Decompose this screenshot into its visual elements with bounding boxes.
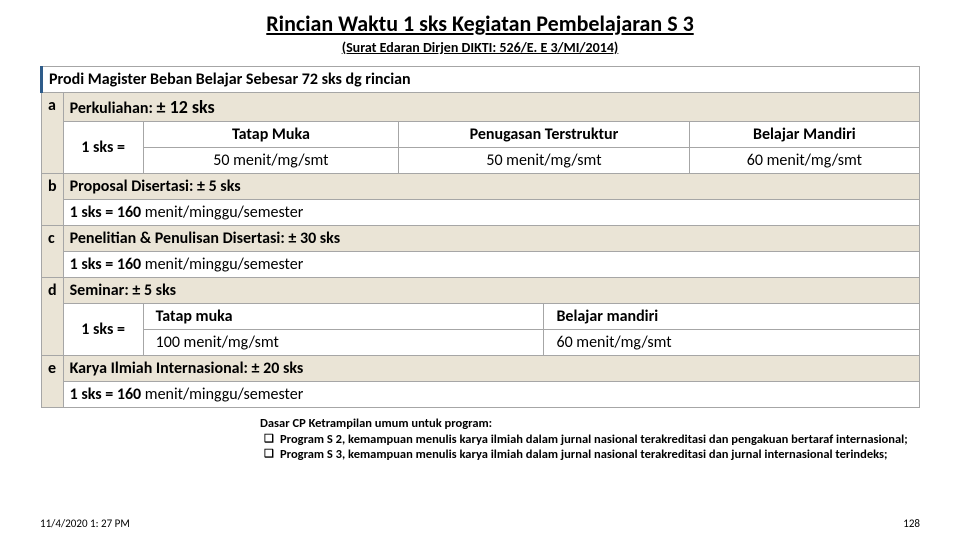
page-title: Rincian Waktu 1 sks Kegiatan Pembelajara… — [40, 10, 920, 37]
footer-note: Dasar CP Ketrampilan umum untuk program:… — [260, 416, 920, 463]
footnote-lead: Dasar CP Ketrampilan umum untuk program: — [260, 416, 920, 432]
row-a-label: Perkuliahan: ± 12 sks — [63, 93, 919, 122]
row-e-letter: e — [42, 356, 64, 408]
row-d-one-sks: 1 sks = — [63, 304, 143, 356]
main-table: Prodi Magister Beban Belajar Sebesar 72 … — [40, 66, 920, 408]
row-a-sks: ± 12 sks — [157, 96, 215, 118]
row-a-col2-head: Penugasan Terstruktur — [399, 122, 689, 148]
row-d-label-rest: ± 5 sks — [129, 281, 176, 300]
row-e-detail: 1 sks = 160 menit/minggu/semester — [63, 382, 919, 408]
footnote-item2: Program S 3, kemampuan menulis karya ilm… — [260, 447, 920, 463]
row-a-one-sks: 1 sks = — [63, 122, 143, 174]
row-a-col3-val: 60 menit/mg/smt — [689, 148, 919, 174]
row-c-detail: 1 sks = 160 menit/minggu/semester — [63, 252, 919, 278]
row-a-col3-head: Belajar Mandiri — [689, 122, 919, 148]
row-b-letter: b — [42, 174, 64, 226]
row-c-label-bold: Penelitian & Penulisan Disertasi: — [70, 229, 285, 248]
row-c-letter: c — [42, 226, 64, 278]
row-d-col2-head: Belajar mandiri — [544, 304, 920, 330]
page-number: 128 — [903, 517, 920, 530]
row-b-detail: 1 sks = 160 menit/minggu/semester — [63, 200, 919, 226]
timestamp: 11/4/2020 1: 27 PM — [40, 517, 130, 530]
row-a-col2-val: 50 menit/mg/smt — [399, 148, 689, 174]
row-d-label: Seminar: ± 5 sks — [63, 278, 919, 304]
row-a-letter: a — [42, 93, 64, 174]
row-e-label-rest: ± 20 sks — [248, 359, 303, 378]
row-b-label-bold: Proposal Disertasi: — [70, 177, 194, 196]
row-c-label-rest: ± 30 sks — [285, 229, 340, 248]
row-a-label-text: Perkuliahan: — [70, 99, 157, 118]
row-e-label: Karya Ilmiah Internasional: ± 20 sks — [63, 356, 919, 382]
row-d-col1-head: Tatap muka — [143, 304, 544, 330]
row-a-col1-val: 50 menit/mg/smt — [143, 148, 399, 174]
row-d-col2-val: 60 menit/mg/smt — [544, 330, 920, 356]
row-d-label-bold: Seminar: — [70, 281, 129, 300]
row-a-col1-head: Tatap Muka — [143, 122, 399, 148]
row-c-label: Penelitian & Penulisan Disertasi: ± 30 s… — [63, 226, 919, 252]
page-subtitle: (Surat Edaran Dirjen DIKTI: 526/E. E 3/M… — [40, 39, 920, 56]
row-b-label: Proposal Disertasi: ± 5 sks — [63, 174, 919, 200]
row-d-col1-val: 100 menit/mg/smt — [143, 330, 544, 356]
row-e-label-bold: Karya Ilmiah Internasional: — [70, 359, 248, 378]
row-d-letter: d — [42, 278, 64, 356]
table-header: Prodi Magister Beban Belajar Sebesar 72 … — [42, 67, 920, 93]
row-b-label-rest: ± 5 sks — [193, 177, 240, 196]
footnote-item1: Program S 2, kemampuan menulis karya ilm… — [260, 432, 920, 448]
